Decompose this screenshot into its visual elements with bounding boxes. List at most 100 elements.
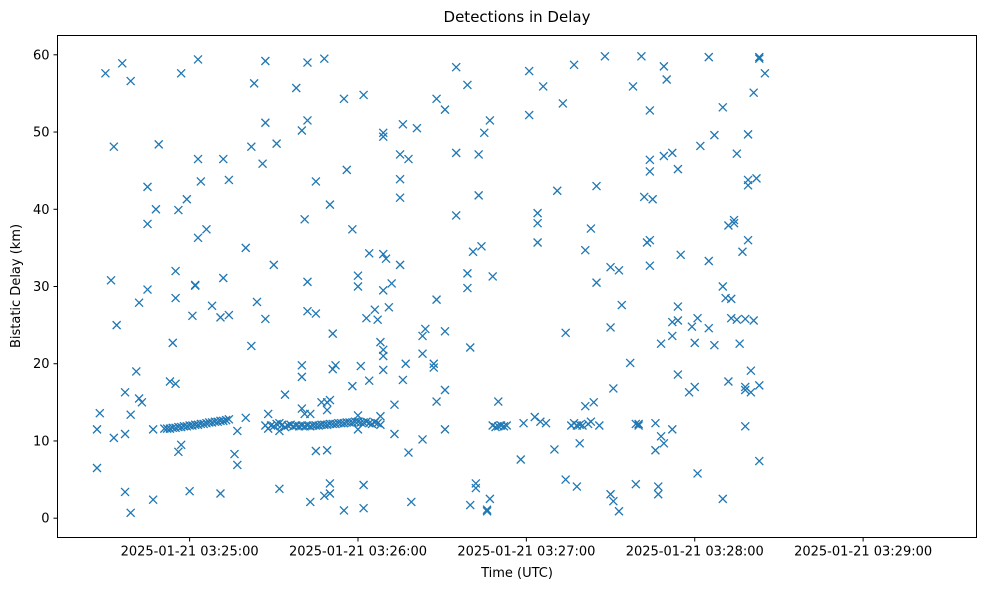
data-point <box>645 235 655 245</box>
data-point <box>322 445 332 455</box>
data-point <box>488 272 498 281</box>
data-point <box>126 76 136 86</box>
plot-marks <box>92 51 770 518</box>
data-point <box>378 351 388 361</box>
data-point <box>143 285 152 295</box>
data-point <box>575 438 585 448</box>
data-point <box>538 82 548 91</box>
data-point <box>462 80 472 90</box>
data-point <box>580 245 590 255</box>
data-point <box>269 260 279 270</box>
data-point <box>743 180 753 190</box>
data-point <box>387 278 397 288</box>
data-point <box>650 418 660 428</box>
data-point <box>347 224 357 234</box>
data-point <box>193 154 203 164</box>
data-point <box>530 412 540 422</box>
data-point <box>656 339 666 349</box>
data-point <box>134 394 144 403</box>
data-point <box>241 413 251 423</box>
data-point <box>193 54 203 64</box>
data-point <box>390 400 399 410</box>
data-point <box>246 142 256 152</box>
data-point <box>218 273 228 283</box>
data-point <box>258 159 268 169</box>
data-point <box>224 175 234 185</box>
data-point <box>718 494 728 504</box>
data-point <box>451 210 461 220</box>
data-point <box>364 248 374 258</box>
data-point <box>100 68 110 78</box>
data-point <box>561 475 571 485</box>
data-point <box>395 174 405 184</box>
data-point <box>221 415 231 425</box>
data-point <box>230 449 239 459</box>
data-point <box>600 51 610 61</box>
data-point <box>171 293 181 303</box>
data-point <box>667 317 677 327</box>
data-point <box>384 302 394 312</box>
data-point <box>406 497 416 507</box>
data-point <box>117 58 127 68</box>
data-point <box>241 243 251 253</box>
data-point <box>541 418 551 428</box>
data-point <box>690 338 700 348</box>
data-point <box>569 60 579 70</box>
y-tick-label: 40 <box>33 203 50 218</box>
data-point <box>171 379 181 389</box>
data-point <box>390 429 399 439</box>
data-point <box>667 331 677 341</box>
data-point <box>297 360 307 370</box>
data-point <box>656 431 666 441</box>
data-point <box>325 395 335 405</box>
data-point <box>297 372 307 382</box>
data-point <box>359 503 369 513</box>
data-point <box>353 271 363 281</box>
data-point <box>106 275 116 285</box>
data-point <box>659 151 669 161</box>
data-point <box>148 495 158 505</box>
data-point <box>625 358 635 368</box>
data-point <box>190 281 200 291</box>
data-point <box>112 320 122 330</box>
data-point <box>92 463 102 473</box>
data-point <box>398 375 408 385</box>
data-point <box>614 506 624 516</box>
x-tick-label: 2025-01-21 03:28:00 <box>626 545 764 560</box>
data-point <box>216 312 225 322</box>
data-point <box>676 250 686 260</box>
data-point <box>440 424 450 434</box>
data-point <box>662 75 672 84</box>
data-point <box>524 110 534 120</box>
data-point <box>440 105 450 115</box>
data-point <box>420 324 430 334</box>
data-point <box>224 310 234 320</box>
data-point <box>260 56 270 66</box>
data-point <box>131 366 141 376</box>
data-point <box>305 409 315 419</box>
data-point <box>451 62 461 72</box>
data-point <box>572 482 582 491</box>
data-point <box>92 424 102 434</box>
data-point <box>173 447 183 457</box>
data-point <box>516 455 526 464</box>
data-point <box>743 129 753 139</box>
data-point <box>432 397 442 407</box>
data-point <box>432 295 442 305</box>
data-point <box>746 366 756 376</box>
data-point <box>645 166 655 176</box>
data-point <box>653 482 663 491</box>
data-point <box>137 397 147 407</box>
data-point <box>218 154 228 164</box>
data-point <box>370 305 380 315</box>
data-point <box>185 486 195 496</box>
data-point <box>752 173 761 183</box>
data-point <box>468 247 478 257</box>
data-point <box>375 411 385 421</box>
data-point <box>373 418 383 428</box>
data-point <box>760 68 770 78</box>
data-point <box>207 301 217 311</box>
data-point <box>634 421 644 430</box>
y-tick-label: 10 <box>33 434 50 449</box>
